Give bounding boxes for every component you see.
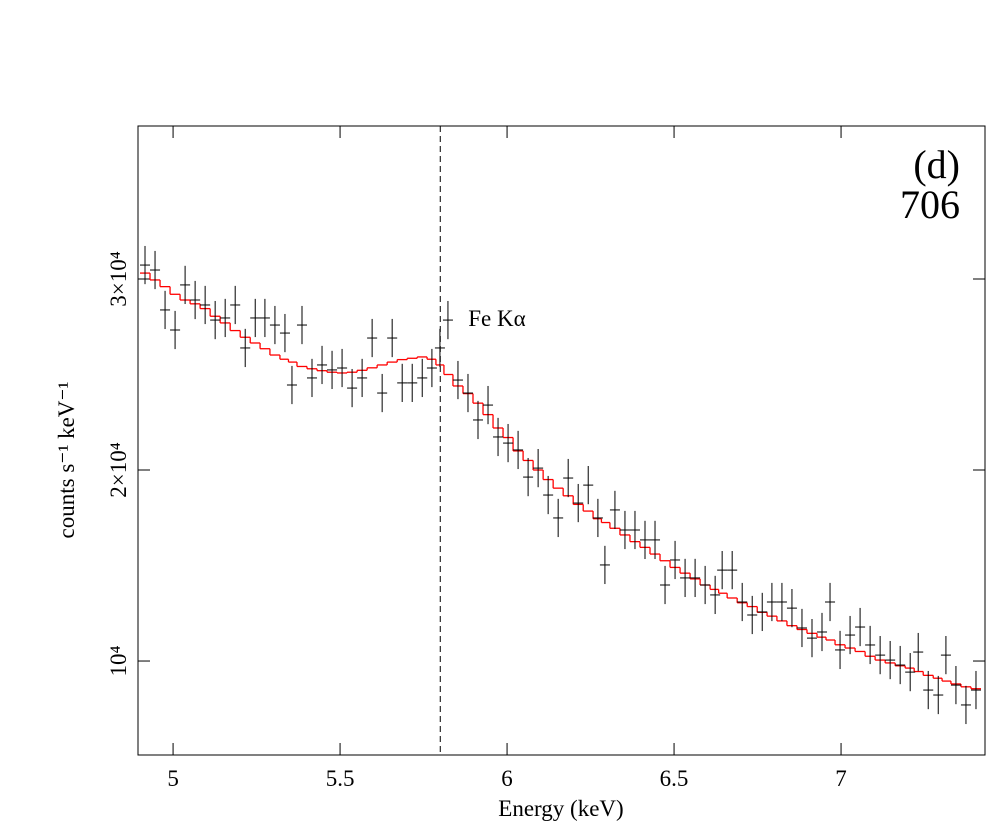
- x-tick-label: 6.5: [660, 766, 689, 791]
- x-tick-label: 7: [835, 766, 847, 791]
- panel-label: (d): [913, 142, 960, 187]
- line-label: Fe Kα: [468, 306, 525, 331]
- x-tick-label: 5: [167, 766, 179, 791]
- y-axis-label: counts s⁻¹ keV⁻¹: [54, 381, 79, 538]
- plot-frame: [137, 125, 986, 756]
- x-tick-label: 6: [501, 766, 513, 791]
- x-tick-label: 5.5: [326, 766, 355, 791]
- y-tick-label: 2×10⁴: [106, 442, 131, 498]
- y-tick-label: 10⁴: [106, 646, 131, 677]
- y-tick-label: 3×10⁴: [106, 251, 131, 307]
- x-axis-label: Energy (keV): [498, 796, 623, 821]
- panel-number: 706: [900, 182, 960, 227]
